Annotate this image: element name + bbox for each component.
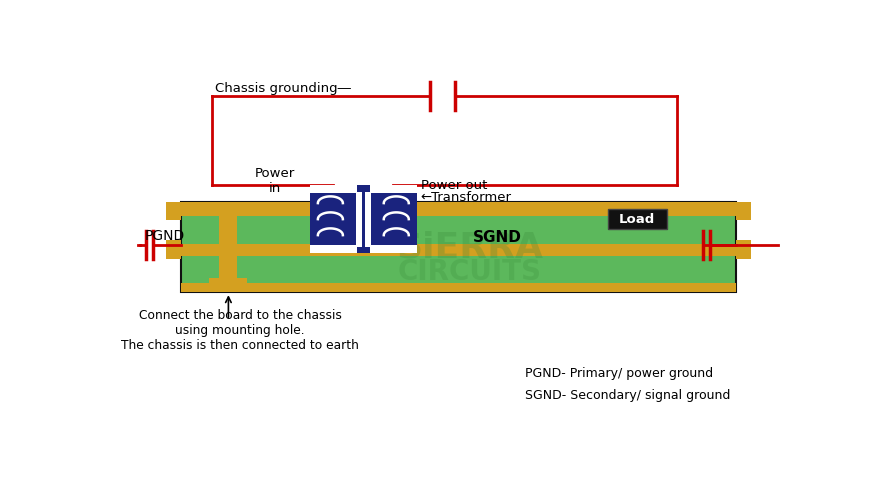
Bar xyxy=(181,202,735,292)
Text: SiERRA: SiERRA xyxy=(396,230,543,264)
Bar xyxy=(612,202,661,216)
Text: PGND: PGND xyxy=(144,229,184,243)
Bar xyxy=(735,240,751,259)
FancyBboxPatch shape xyxy=(101,52,815,433)
Text: Load: Load xyxy=(619,213,654,226)
Bar xyxy=(165,202,181,220)
Text: Chassis grounding―: Chassis grounding― xyxy=(215,82,350,95)
Bar xyxy=(219,202,236,292)
Bar xyxy=(181,283,735,292)
Text: Power
in: Power in xyxy=(255,168,295,195)
Text: Connect the board to the chassis
using mounting hole.
The chassis is then connec: Connect the board to the chassis using m… xyxy=(121,309,358,352)
Bar xyxy=(364,192,370,247)
Bar xyxy=(181,244,735,256)
Bar xyxy=(309,245,357,253)
Bar xyxy=(607,209,666,229)
Bar xyxy=(181,202,735,216)
Text: CIRCUITS: CIRCUITS xyxy=(397,258,541,287)
Text: ←Transformer: ←Transformer xyxy=(420,191,511,204)
Bar xyxy=(315,202,342,216)
Bar xyxy=(208,277,247,292)
Bar xyxy=(309,185,417,253)
Bar xyxy=(735,202,751,220)
Bar xyxy=(369,185,417,193)
Bar xyxy=(369,245,417,253)
Bar xyxy=(165,240,181,259)
Text: SGND: SGND xyxy=(473,230,521,245)
Bar xyxy=(384,202,411,216)
Text: SGND- Secondary/ signal ground: SGND- Secondary/ signal ground xyxy=(524,389,730,402)
Bar xyxy=(355,192,361,247)
Text: PGND- Primary/ power ground: PGND- Primary/ power ground xyxy=(524,367,712,380)
Bar xyxy=(309,185,357,193)
Text: Power out: Power out xyxy=(420,179,486,192)
